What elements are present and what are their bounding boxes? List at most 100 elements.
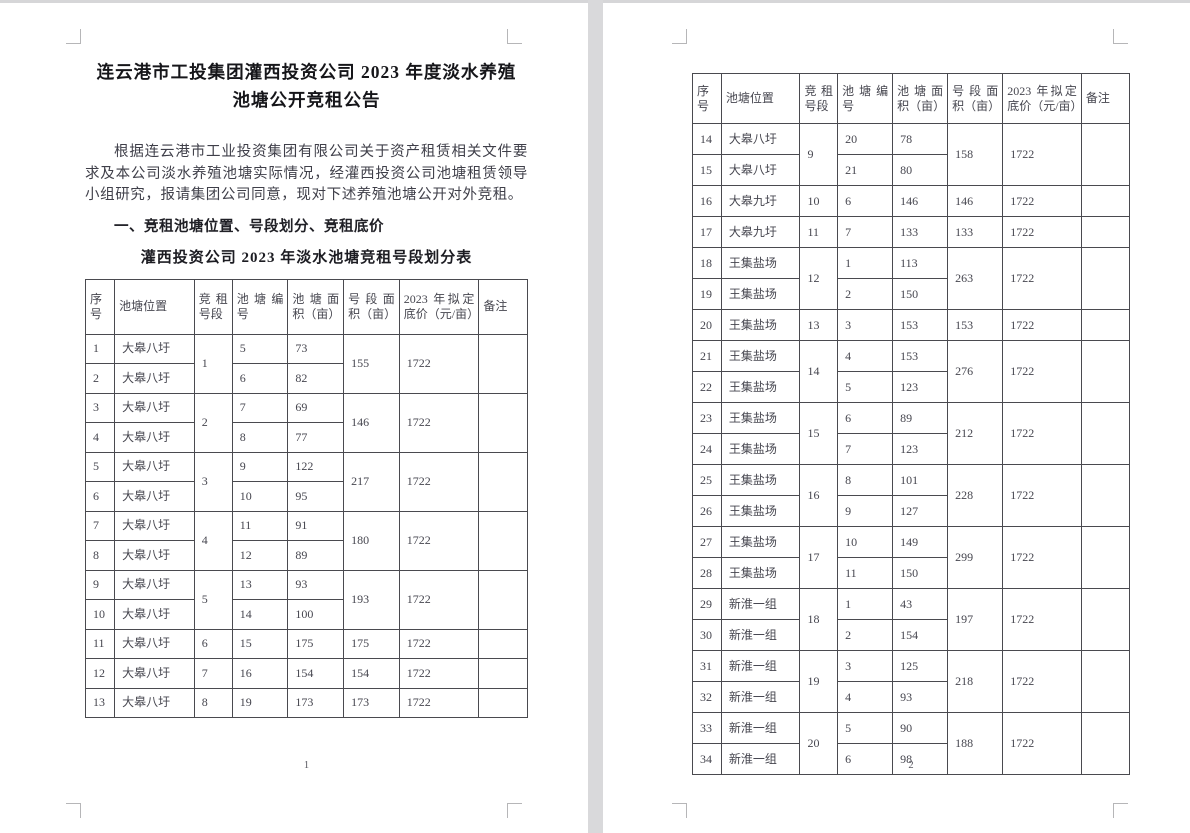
location-cell: 大皋八圩 [114, 422, 195, 453]
column-header: 池塘位置 [114, 278, 195, 335]
segment-cell: 10 [799, 185, 839, 217]
seq-cell: 23 [692, 402, 722, 434]
page-1: 连云港市工投集团灌西投资公司 2023 年度淡水养殖 池塘公开竞租公告 根据连云… [84, 58, 528, 718]
table-row: 24 王集盐场 7 123 [692, 433, 1130, 465]
pond-segment-table-page2: 序号 池塘位置 竞租号段 池塘编号 池塘面积（亩） 号段面积（亩） 2023 年拟定底价（元… [692, 73, 1131, 775]
pond-no-cell: 7 [837, 216, 894, 248]
location-cell: 王集盐场 [720, 247, 801, 279]
pond-no-cell: 6 [837, 185, 894, 217]
base-price-cell: 1722 [1002, 588, 1082, 651]
seq-cell: 13 [84, 687, 116, 718]
segment-area-cell: 173 [343, 687, 400, 718]
pond-area-cell: 43 [892, 588, 949, 620]
margin-crop-mark [1113, 803, 1128, 818]
pond-no-cell: 1 [837, 247, 894, 279]
segment-area-cell: 133 [947, 216, 1004, 248]
pond-no-cell: 4 [837, 340, 894, 372]
pond-area-cell: 93 [287, 569, 345, 600]
table-row: 34 新淮一组 6 98 [692, 743, 1130, 775]
seq-cell: 24 [692, 433, 722, 465]
margin-crop-mark [672, 803, 687, 818]
note-cell [1080, 216, 1131, 248]
pond-area-cell: 150 [892, 557, 949, 589]
pond-area-cell: 82 [287, 363, 345, 394]
note-cell [1080, 185, 1131, 217]
segment-cell: 15 [799, 402, 839, 465]
location-cell: 大皋八圩 [114, 392, 195, 423]
table-row: 26 王集盐场 9 127 [692, 495, 1130, 527]
segment-area-cell: 228 [947, 464, 1004, 527]
pond-no-cell: 9 [837, 495, 894, 527]
pond-area-cell: 154 [287, 658, 345, 689]
seq-cell: 17 [692, 216, 722, 248]
segment-cell: 19 [799, 650, 839, 713]
table-row: 7 大皋八圩 4 11 91 180 1722 [84, 510, 528, 571]
margin-crop-mark [66, 29, 81, 44]
seq-cell: 10 [84, 599, 116, 630]
table-row: 23 王集盐场 15 6 89 212 1722 [692, 402, 1131, 465]
pond-area-cell: 69 [287, 392, 345, 423]
seq-cell: 31 [692, 650, 722, 682]
location-cell: 大皋八圩 [114, 569, 195, 600]
location-cell: 新淮一组 [720, 712, 801, 744]
seq-cell: 21 [692, 340, 722, 372]
location-cell: 大皋九圩 [720, 216, 801, 248]
location-cell: 大皋八圩 [114, 510, 195, 541]
column-header: 序号 [84, 278, 116, 335]
segment-area-cell: 188 [947, 712, 1004, 775]
base-price-cell: 1722 [1002, 650, 1082, 713]
pond-area-cell: 133 [892, 216, 949, 248]
seq-cell: 32 [692, 681, 722, 713]
pond-area-cell: 73 [287, 333, 345, 364]
pond-area-cell: 146 [892, 185, 949, 217]
column-header: 号段面积（亩） [947, 73, 1004, 124]
note-cell [1080, 650, 1131, 713]
base-price-cell: 1722 [1002, 340, 1082, 403]
pond-no-cell: 1 [837, 588, 894, 620]
segment-cell: 2 [193, 392, 233, 453]
table-row: 11 大皋八圩 6 15 175 175 1722 [84, 628, 528, 659]
base-price-cell: 1722 [1002, 185, 1082, 217]
table-row: 31 新淮一组 19 3 125 218 1722 [692, 650, 1131, 713]
pond-area-cell: 123 [892, 433, 949, 465]
pond-no-cell: 3 [837, 650, 894, 682]
seq-cell: 20 [692, 309, 722, 341]
note-cell [478, 687, 528, 718]
segment-area-cell: 180 [343, 510, 400, 571]
table-row: 21 王集盐场 14 4 153 276 1722 [692, 340, 1131, 403]
location-cell: 大皋八圩 [114, 658, 195, 689]
table-title: 灌西投资公司 2023 年淡水池塘竞租号段划分表 [140, 249, 473, 266]
location-cell: 王集盐场 [720, 557, 801, 589]
seq-cell: 14 [692, 123, 722, 155]
document-title-line2: 池塘公开竞租公告 [232, 90, 381, 110]
base-price-cell: 1722 [1002, 123, 1082, 186]
pond-area-cell: 123 [892, 371, 949, 403]
segment-cell: 9 [799, 123, 839, 186]
table-row: 25 王集盐场 16 8 101 228 1722 [692, 464, 1131, 527]
seq-cell: 6 [84, 481, 116, 512]
pond-area-cell: 101 [892, 464, 949, 496]
table-header-row: 序号 池塘位置 竞租号段 池塘编号 池塘面积（亩） 号段面积（亩） 2023 年拟定底价（元… [84, 278, 528, 335]
location-cell: 新淮一组 [720, 743, 801, 775]
segment-area-cell: 263 [947, 247, 1004, 310]
base-price-cell: 1722 [398, 687, 480, 718]
note-cell [1080, 340, 1131, 403]
column-header: 池塘位置 [720, 73, 801, 124]
note-cell [478, 569, 528, 630]
base-price-cell: 1722 [1002, 402, 1082, 465]
location-cell: 大皋八圩 [114, 687, 195, 718]
page-2: 序号 池塘位置 竞租号段 池塘编号 池塘面积（亩） 号段面积（亩） 2023 年拟定底价（元… [692, 64, 1131, 775]
pond-area-cell: 98 [892, 743, 949, 775]
segment-area-cell: 218 [947, 650, 1004, 713]
page-separator [588, 0, 603, 833]
seq-cell: 26 [692, 495, 722, 527]
seq-cell: 4 [84, 422, 116, 453]
segment-area-cell: 217 [343, 451, 400, 512]
margin-crop-mark [66, 803, 81, 818]
location-cell: 王集盐场 [720, 278, 801, 310]
note-cell [478, 628, 528, 659]
pond-no-cell: 2 [837, 619, 894, 651]
location-cell: 新淮一组 [720, 619, 801, 651]
segment-area-cell: 212 [947, 402, 1004, 465]
